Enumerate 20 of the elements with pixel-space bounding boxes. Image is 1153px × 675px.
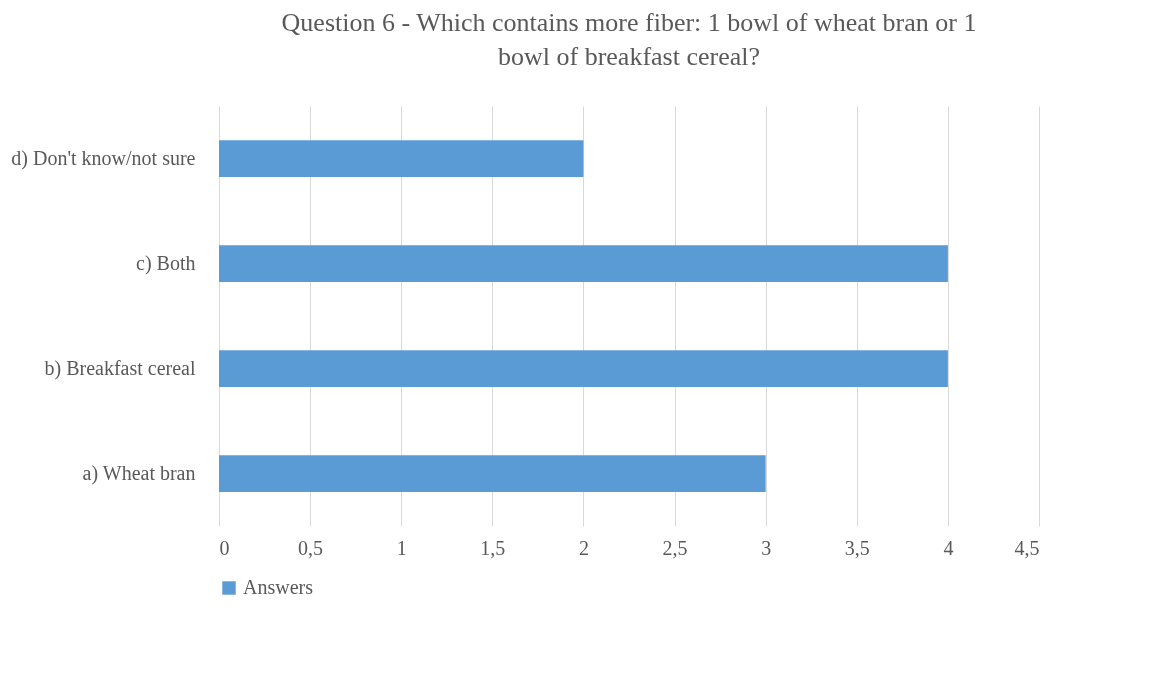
x-tick-label: 4 xyxy=(943,536,954,559)
x-tick-label: 0 xyxy=(219,536,230,559)
x-tick-label: 3,5 xyxy=(844,536,870,559)
bar xyxy=(219,140,584,177)
x-tick-label: 1 xyxy=(396,536,407,559)
bar xyxy=(219,350,948,387)
x-tick-label: 2 xyxy=(578,536,589,559)
x-tick-label: 3 xyxy=(761,536,772,559)
legend-label: Answers xyxy=(243,576,314,598)
x-tick-label: 4,5 xyxy=(1014,536,1040,559)
y-tick-label: d) Don't know/not sure xyxy=(11,146,196,170)
y-tick-label: a) Wheat bran xyxy=(82,461,196,485)
x-tick-label: 2,5 xyxy=(662,536,688,559)
x-tick-label: 0,5 xyxy=(298,536,324,559)
y-tick-label: c) Both xyxy=(136,251,196,275)
chart-title: Question 6 - Which contains more fiber: 1 bowl of wheat bran or 1 bowl of breakfast cereal? xyxy=(281,8,977,71)
x-tick-label: 1,5 xyxy=(480,536,506,559)
y-tick-label: b) Breakfast cereal xyxy=(44,356,196,380)
bar xyxy=(219,455,766,492)
bar xyxy=(219,245,948,282)
